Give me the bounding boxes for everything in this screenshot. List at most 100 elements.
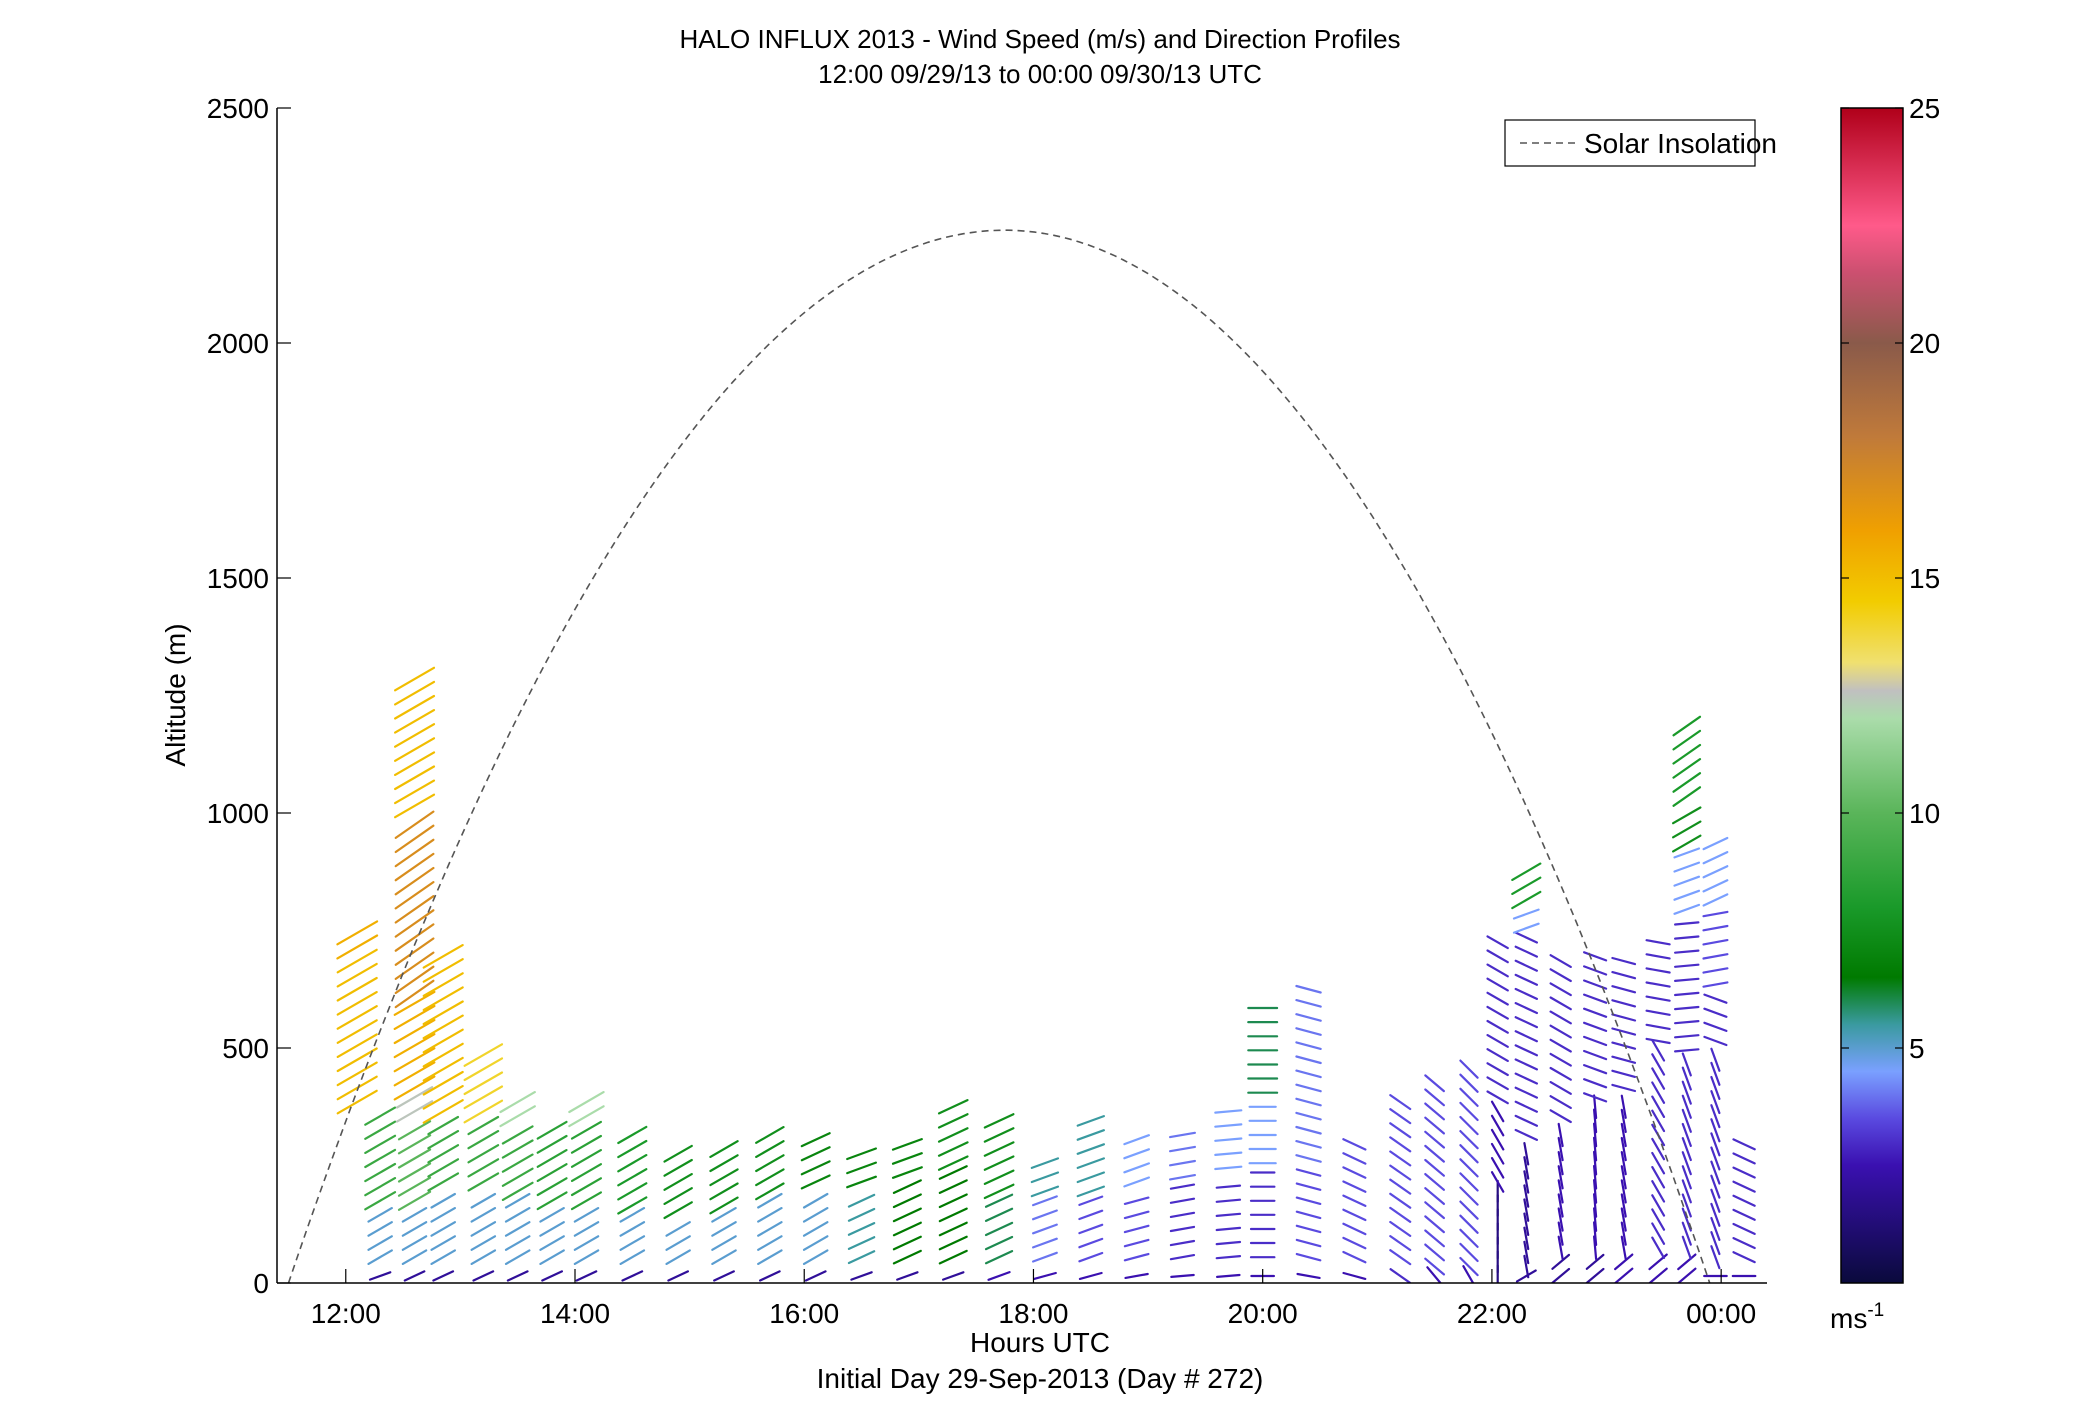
wind-barb <box>1592 1178 1598 1204</box>
wind-barb <box>1673 949 1700 954</box>
wind-barb <box>619 1221 646 1237</box>
wind-barb <box>665 1249 691 1266</box>
wind-barb <box>364 1106 397 1126</box>
colorbar-tick-label: 25 <box>1909 93 1940 124</box>
wind-barb <box>1592 1193 1598 1218</box>
wind-barb <box>850 1271 873 1281</box>
wind-barb <box>1342 1138 1367 1151</box>
wind-barb <box>800 1146 831 1162</box>
wind-barb <box>1549 1038 1572 1053</box>
wind-barb <box>1514 1016 1539 1029</box>
wind-barb <box>1389 1206 1412 1223</box>
wind-barb <box>1459 1101 1479 1122</box>
wind-barb <box>1486 1019 1509 1034</box>
y-tick-label: 500 <box>222 1033 269 1064</box>
wind-barb <box>1557 1150 1564 1176</box>
wind-barb <box>504 1235 531 1251</box>
wind-barb <box>1592 1164 1598 1190</box>
wind-barb <box>804 1270 827 1282</box>
wind-barb <box>1620 1094 1627 1119</box>
wind-barb <box>1651 1081 1666 1104</box>
wind-barb <box>891 1152 923 1165</box>
wind-barb <box>1710 1160 1721 1185</box>
wind-barb <box>1732 1236 1756 1250</box>
wind-barb <box>422 1028 464 1054</box>
wind-barb <box>1459 1242 1479 1263</box>
wind-barb <box>619 1206 646 1223</box>
wind-barb <box>713 1270 735 1282</box>
wind-barb <box>394 793 436 819</box>
wind-barb <box>1031 1251 1058 1263</box>
wind-barb <box>1078 1237 1104 1249</box>
wind-barb <box>1123 1134 1151 1146</box>
wind-barb <box>1389 1150 1412 1167</box>
wind-barb <box>336 1033 378 1059</box>
x-tick-label: 16:00 <box>769 1298 839 1329</box>
wind-barb <box>1295 1125 1322 1135</box>
wind-barb <box>1673 991 1700 997</box>
wind-barb <box>1557 1221 1564 1246</box>
wind-barb <box>1170 1273 1195 1279</box>
wind-barb <box>536 1120 568 1140</box>
wind-barb <box>393 1004 436 1031</box>
wind-barb <box>364 1134 397 1155</box>
wind-barb <box>1710 1118 1721 1143</box>
wind-barb <box>1523 1254 1530 1279</box>
wind-barb <box>663 1201 693 1220</box>
wind-barb <box>1673 847 1701 859</box>
wind-barb <box>427 1115 460 1136</box>
wind-barb <box>1703 1035 1728 1047</box>
wind-barb <box>983 1183 1015 1200</box>
wind-barb <box>983 1113 1015 1129</box>
wind-barb <box>1514 1044 1539 1057</box>
wind-barb <box>1123 1176 1151 1188</box>
wind-barb <box>757 1206 783 1223</box>
wind-barb <box>1681 1122 1692 1148</box>
wind-barb <box>1076 1171 1106 1184</box>
wind-barb <box>570 1134 603 1154</box>
wind-barb <box>1673 921 1700 926</box>
wind-barb <box>1611 1041 1637 1050</box>
wind-barb <box>757 1235 783 1251</box>
wind-barb <box>536 1163 568 1183</box>
wind-barb <box>846 1147 878 1161</box>
wind-barb <box>504 1192 531 1209</box>
wind-barb <box>1389 1136 1412 1153</box>
wind-barb <box>1215 1254 1242 1260</box>
wind-barb <box>1582 1049 1608 1061</box>
y-tick-label: 1500 <box>207 563 269 594</box>
wind-barb <box>757 1221 783 1237</box>
wind-barb <box>892 1207 922 1223</box>
wind-barb <box>1582 1007 1608 1018</box>
wind-barb <box>1702 865 1729 879</box>
wind-barb <box>1702 938 1729 946</box>
wind-barb <box>1459 1256 1479 1277</box>
wind-barb <box>711 1249 737 1266</box>
wind-barb <box>1557 1207 1564 1232</box>
wind-barb <box>1295 1238 1322 1248</box>
wind-barb <box>1523 1198 1530 1222</box>
wind-barb <box>1123 1210 1150 1220</box>
wind-barb <box>938 1179 968 1195</box>
wind-barb <box>802 1249 829 1266</box>
wind-barb <box>336 1047 378 1073</box>
wind-barb <box>1514 1128 1539 1142</box>
wind-barb <box>1710 1132 1721 1157</box>
wind-barb <box>1592 1136 1598 1162</box>
wind-barb <box>394 765 436 791</box>
wind-barb <box>394 680 436 706</box>
wind-barb <box>1592 1221 1598 1247</box>
wind-barb <box>575 1270 598 1282</box>
wind-barb <box>937 1127 969 1143</box>
wind-barb <box>1592 1094 1598 1120</box>
wind-barb <box>892 1235 922 1251</box>
wind-barb <box>336 934 379 960</box>
wind-barb <box>1123 1238 1150 1248</box>
wind-barb <box>1342 1152 1367 1165</box>
wind-barb <box>336 1089 378 1115</box>
wind-barb <box>1514 1058 1539 1071</box>
wind-barb <box>1459 1115 1479 1136</box>
wind-barb <box>1295 1168 1322 1177</box>
wind-barb <box>1389 1192 1412 1209</box>
wind-barb <box>1389 1249 1412 1266</box>
